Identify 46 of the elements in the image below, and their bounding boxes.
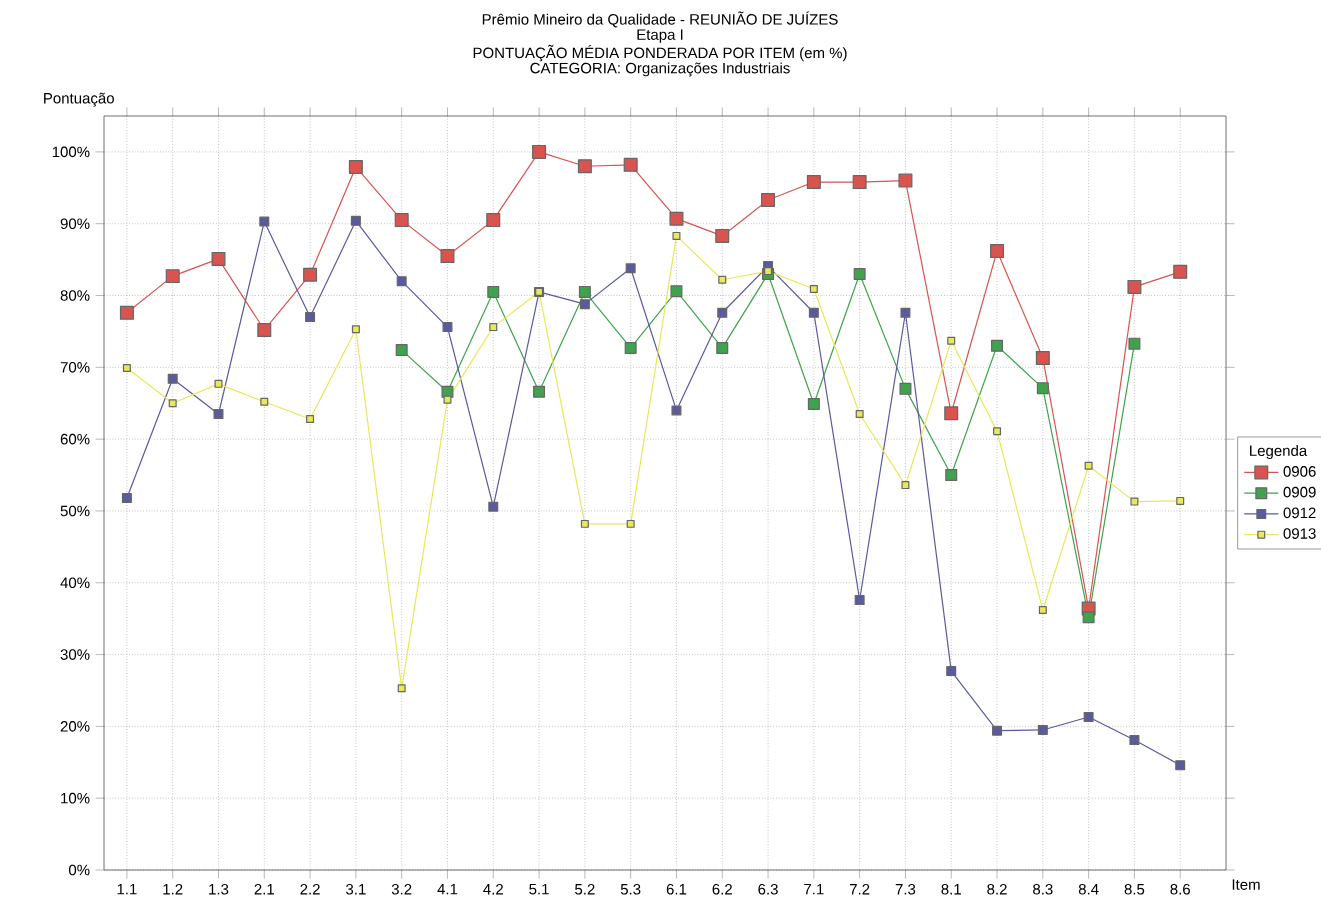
x-tick-label: 3.1 bbox=[346, 883, 366, 895]
x-tick-label: 1.3 bbox=[209, 883, 229, 895]
chart-subtitle: Etapa I bbox=[637, 29, 683, 43]
x-tick-label: 4.1 bbox=[437, 883, 458, 895]
x-tick-label: 8.1 bbox=[941, 883, 961, 895]
y-tick-label: 90% bbox=[60, 218, 90, 230]
x-tick-label: 4.2 bbox=[483, 883, 503, 895]
chart-title: Prêmio Mineiro da Qualidade - REUNIÃO DE JUÍZES bbox=[482, 11, 838, 28]
y-tick-label: 80% bbox=[60, 290, 90, 301]
x-tick-label: 8.6 bbox=[1170, 883, 1190, 895]
x-tick-label: 2.1 bbox=[254, 883, 274, 895]
x-tick-label: 5.3 bbox=[620, 883, 641, 895]
x-tick-label: 7.2 bbox=[850, 883, 870, 895]
y-tick-label: 100% bbox=[52, 146, 90, 158]
y-tick-label: 20% bbox=[60, 721, 90, 732]
x-tick-label: 1.2 bbox=[163, 883, 183, 895]
x-tick-label: 6.1 bbox=[666, 883, 687, 895]
text: PONTUAÇÃO MÉDIA PONDERADA POR ITEM (em %) bbox=[473, 44, 847, 62]
x-tick-label: 3.2 bbox=[391, 883, 412, 895]
y-tick-label: 50% bbox=[60, 505, 90, 517]
y-tick-label: 40% bbox=[60, 577, 90, 589]
x-tick-label: 5.1 bbox=[529, 883, 549, 895]
legend-title: Legenda bbox=[1250, 445, 1308, 459]
y-tick-label: 30% bbox=[60, 649, 90, 660]
legend-label: 0906 bbox=[1283, 466, 1316, 477]
x-tick-label: 8.2 bbox=[987, 883, 1007, 895]
y-axis-title: Pontuação bbox=[44, 92, 114, 107]
x-tick-label: 8.4 bbox=[1078, 883, 1099, 895]
legend-label: 0909 bbox=[1283, 486, 1316, 498]
x-tick-label: 1.1 bbox=[117, 883, 137, 895]
y-tick-label: 70% bbox=[60, 362, 90, 373]
legend-label: 0913 bbox=[1283, 528, 1316, 539]
x-tick-label: 2.2 bbox=[300, 883, 320, 895]
y-tick-label: 0% bbox=[68, 864, 90, 876]
x-tick-label: 8.5 bbox=[1124, 883, 1145, 895]
x-tick-label: 6.2 bbox=[712, 883, 732, 895]
x-tick-label: 8.3 bbox=[1033, 883, 1053, 895]
x-tick-label: 6.3 bbox=[758, 883, 778, 895]
legend-label: 0912 bbox=[1283, 507, 1316, 519]
text: CATEGORIA: Organizações Industriais bbox=[530, 62, 790, 77]
x-tick-label: 7.1 bbox=[804, 883, 824, 895]
y-tick-label: 10% bbox=[61, 792, 90, 804]
x-axis-title: Item bbox=[1232, 879, 1260, 890]
y-tick-label: 60% bbox=[60, 433, 90, 445]
x-tick-label: 7.3 bbox=[895, 883, 916, 895]
x-tick-label: 5.2 bbox=[575, 883, 595, 895]
